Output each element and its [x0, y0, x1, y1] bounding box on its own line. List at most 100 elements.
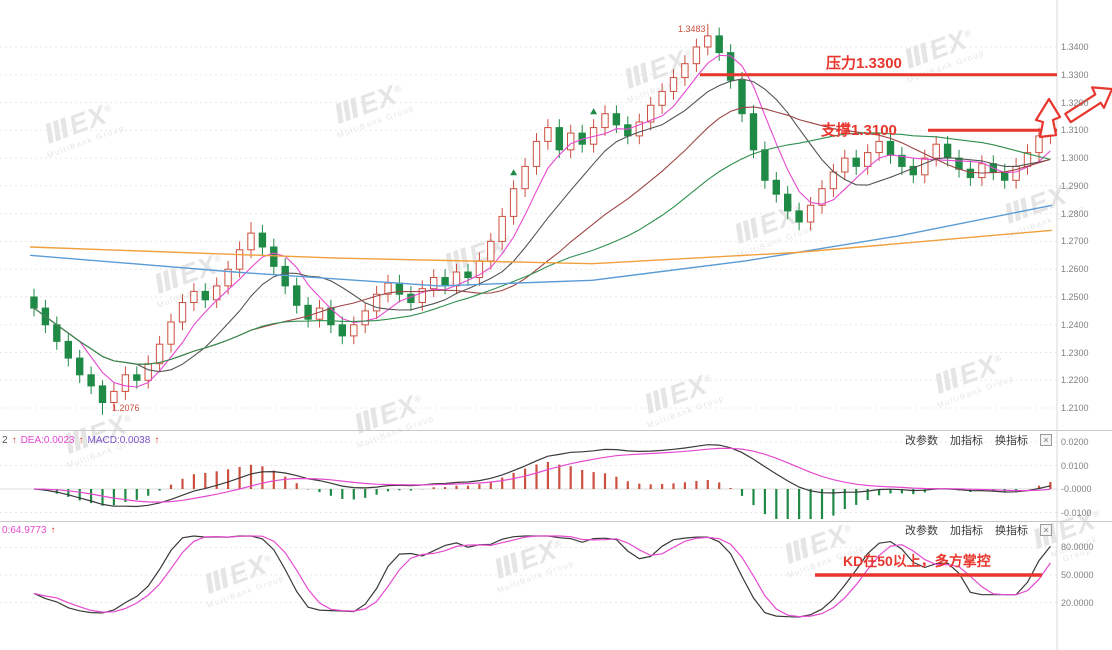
candle-body: [76, 357, 84, 376]
candle-body: [715, 35, 723, 54]
up-right-arrow-large: [1064, 86, 1112, 124]
up-arrow-icon: ↑: [50, 524, 56, 536]
candle-body: [612, 113, 621, 126]
candle-body: [121, 374, 130, 392]
candle-body: [30, 296, 38, 309]
macd-histogram: [44, 462, 1052, 519]
candle-body: [749, 113, 758, 151]
candle-body: [772, 179, 780, 195]
candle-body: [601, 113, 609, 129]
candle-body: [144, 363, 152, 381]
axis-tick: 1.2900: [1061, 180, 1089, 191]
axis-tick: 80.0000: [1061, 542, 1094, 553]
candle-body: [784, 193, 792, 212]
candle-body: [726, 52, 735, 81]
candle-body: [647, 104, 655, 123]
resistance-annotation: 压力1.3300: [826, 55, 902, 72]
candle-body: [235, 249, 244, 270]
axis-tick: -0.0000: [1061, 484, 1092, 494]
candle-body: [852, 157, 860, 167]
candle-body: [806, 204, 815, 223]
axis-tick: 20.0000: [1061, 597, 1094, 608]
axis-tick: 1.3200: [1061, 97, 1089, 108]
candle-body: [1035, 135, 1043, 154]
candle-body: [1001, 171, 1009, 181]
up-arrow-icon: ↑: [154, 434, 160, 446]
candle-body: [498, 215, 506, 242]
candle-body: [544, 127, 552, 142]
candle-body: [909, 165, 917, 176]
candle-body: [669, 77, 678, 92]
candle-body: [943, 143, 952, 159]
candle-body: [110, 390, 118, 403]
candle-body: [829, 171, 838, 190]
hand-drawn-arrows: [1034, 86, 1112, 139]
kd-value-label: 0:64.9773: [2, 524, 47, 536]
candle-body: [692, 46, 701, 65]
d-line: [33, 535, 1051, 618]
close-panel-button[interactable]: ×: [1040, 434, 1052, 446]
candle-body: [464, 271, 472, 278]
candle-body: [487, 240, 495, 262]
dea-value-label: DEA:0.0023: [20, 434, 75, 446]
candle-body: [955, 157, 963, 170]
candle-body: [921, 157, 929, 176]
axis-tick: 1.2200: [1061, 375, 1089, 386]
candle-body: [247, 232, 255, 251]
candle-body: [875, 140, 883, 154]
peak-price-label: 1.3483: [678, 24, 706, 34]
axis-tick: 1.2100: [1061, 403, 1089, 413]
change-params-button[interactable]: 改参数: [905, 525, 938, 537]
candle-body: [87, 374, 95, 387]
candle-body: [338, 324, 347, 337]
ma-line-MA5: [33, 54, 1051, 388]
signal-marker: [510, 169, 518, 176]
up-arrow-small: [1034, 97, 1062, 139]
macd-panel-buttons: 改参数 加指标 换指标 ×: [905, 432, 1052, 448]
change-params-button[interactable]: 改参数: [905, 435, 938, 447]
ma-line-MA10: [33, 78, 1051, 373]
candle-body: [532, 140, 541, 167]
long-ma-orange: [29, 229, 1053, 265]
axis-tick: 1.2800: [1061, 208, 1089, 219]
candle-body: [315, 307, 324, 320]
candle-body: [53, 324, 61, 342]
candle-body: [624, 124, 632, 137]
candle-body: [932, 143, 940, 159]
kd-values: 0:64.9773 ↑: [2, 525, 56, 536]
macd-values: 2 ↑ DEA:0.0023 ↑ MACD:0.0038 ↑: [2, 435, 159, 446]
close-panel-button[interactable]: ×: [1040, 524, 1052, 536]
kd-annotation: KD在50以上，多方掌控: [843, 553, 991, 569]
candle-body: [361, 310, 369, 326]
macd-value-label: MACD:0.0038: [87, 434, 151, 446]
dif-line: [33, 444, 1051, 508]
signal-marker: [590, 108, 598, 115]
candle-body: [761, 149, 769, 181]
axis-tick: 1.3300: [1061, 69, 1089, 80]
candle-body: [886, 140, 895, 156]
candle-body: [293, 285, 301, 306]
switch-indicator-button[interactable]: 换指标: [995, 435, 1028, 447]
candle-body: [509, 188, 518, 217]
support-annotation: 支撑1.3100: [821, 122, 897, 139]
add-indicator-button[interactable]: 加指标: [950, 435, 983, 447]
candle-body: [224, 268, 232, 287]
candle-body: [372, 293, 381, 312]
candle-body: [841, 157, 849, 173]
candle-body: [133, 374, 141, 381]
macd-param-fragment: 2: [2, 434, 8, 446]
candle-body: [898, 154, 906, 167]
candle-body: [555, 127, 563, 151]
switch-indicator-button[interactable]: 换指标: [995, 525, 1028, 537]
candle-body: [395, 282, 404, 295]
candle-body: [818, 188, 826, 206]
candle-body: [521, 165, 529, 190]
axis-tick: 1.3100: [1061, 125, 1089, 136]
low-price-label: 1.2076: [112, 403, 140, 413]
axis-tick: 1.2500: [1061, 291, 1089, 302]
add-indicator-button[interactable]: 加指标: [950, 525, 983, 537]
up-arrow-icon: ↑: [78, 434, 84, 446]
candle-body: [635, 121, 643, 137]
candle-body: [178, 302, 187, 323]
